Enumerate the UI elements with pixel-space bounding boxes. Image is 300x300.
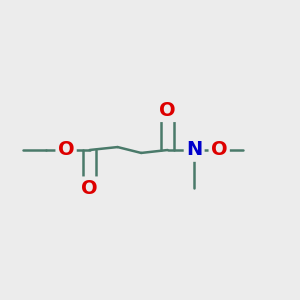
Text: O: O <box>81 179 98 198</box>
Text: N: N <box>186 140 202 160</box>
Text: O: O <box>211 140 227 160</box>
Text: O: O <box>58 140 74 160</box>
Text: O: O <box>159 101 176 120</box>
